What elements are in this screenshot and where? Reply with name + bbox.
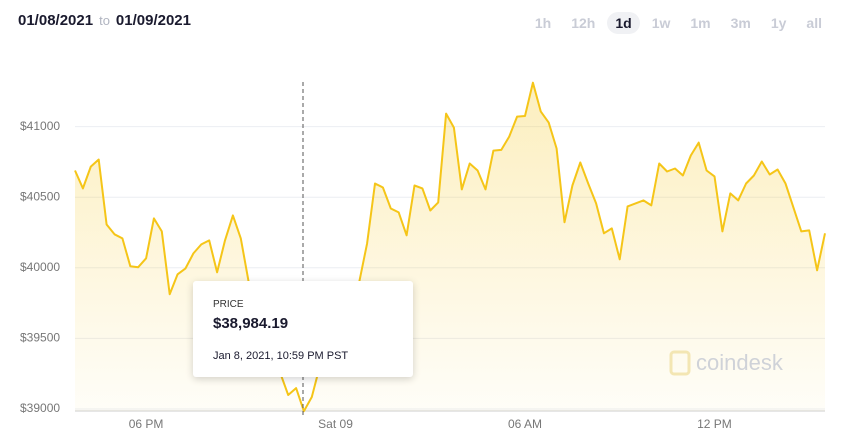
- watermark: coindesk: [669, 350, 784, 376]
- y-tick-label: $40500: [20, 189, 60, 203]
- x-tick-label: 12 PM: [697, 417, 732, 431]
- range-button[interactable]: 1w: [651, 15, 671, 31]
- x-tick-label: Sat 09: [318, 417, 353, 431]
- tooltip-time: Jan 8, 2021, 10:59 PM PST: [213, 350, 349, 362]
- y-tick-label: $39000: [20, 401, 60, 415]
- y-tick-label: $41000: [20, 119, 60, 133]
- range-button[interactable]: 1y: [770, 15, 787, 31]
- x-tick-label: 06 AM: [508, 417, 542, 431]
- range-selector: 1h 12h 1d 1w 1m 3m 1y all: [527, 12, 830, 34]
- date-from: 01/08/2021: [18, 12, 94, 29]
- tooltip-label: PRICE: [213, 299, 244, 310]
- range-button[interactable]: 1h: [534, 15, 552, 31]
- range-button[interactable]: all: [806, 15, 822, 31]
- date-range: 01/08/2021 to 01/09/2021: [18, 12, 191, 29]
- range-button[interactable]: 3m: [730, 15, 751, 31]
- tooltip: PRICE $38,984.19 Jan 8, 2021, 10:59 PM P…: [193, 281, 413, 377]
- tooltip-value: $38,984.19: [213, 315, 289, 332]
- range-button[interactable]: 1m: [690, 15, 711, 31]
- range-button[interactable]: 12h: [571, 15, 596, 31]
- price-line: [74, 81, 826, 413]
- x-tick-label: 06 PM: [129, 417, 164, 431]
- y-tick-label: $39500: [20, 331, 60, 345]
- y-tick-label: $40000: [20, 260, 60, 274]
- range-button[interactable]: 1d: [607, 12, 640, 34]
- watermark-icon: [669, 350, 691, 376]
- date-to: 01/09/2021: [115, 12, 191, 29]
- watermark-text: coindesk: [696, 350, 784, 375]
- area-fill: [75, 82, 825, 412]
- to-word: to: [99, 13, 110, 28]
